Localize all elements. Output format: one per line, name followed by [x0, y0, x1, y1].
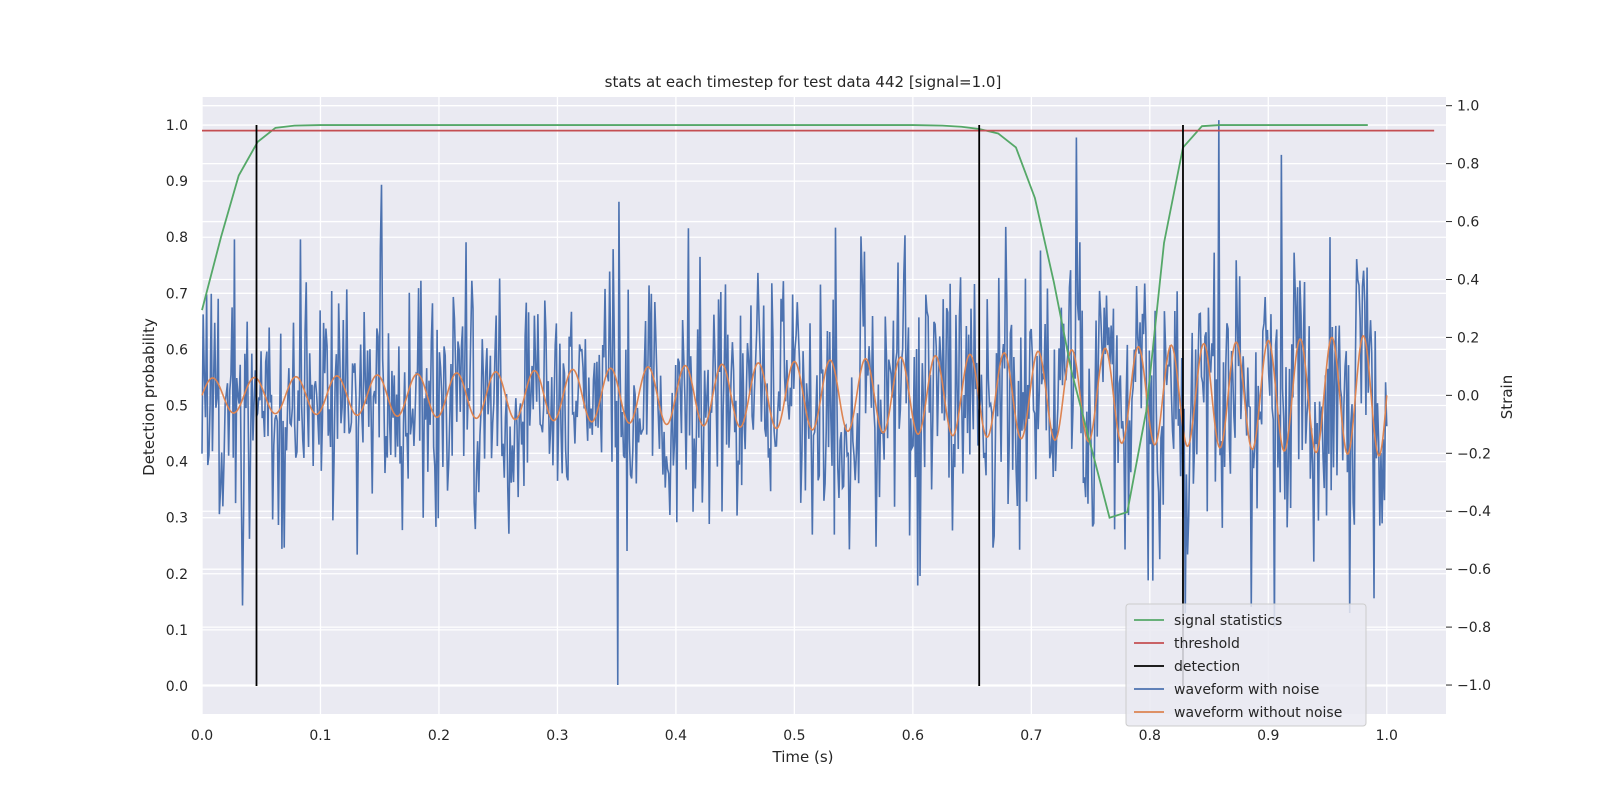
y2-tick-label: 0.2 [1457, 330, 1479, 346]
y-tick-label: 0.2 [166, 567, 188, 583]
legend-label: waveform without noise [1174, 705, 1342, 721]
y-tick-label: 0.4 [166, 455, 188, 471]
x-axis: 0.0 0.1 0.2 0.3 0.4 0.5 0.6 0.7 0.8 0.9 1.0 [191, 728, 1398, 744]
x-tick-label: 1.0 [1376, 728, 1398, 744]
y2-axis-label: Strain [1498, 375, 1516, 419]
y2-tick-label: 0.4 [1457, 272, 1479, 288]
y2-tick-label: −1.0 [1457, 678, 1491, 694]
y2-tick-label: 0.8 [1457, 157, 1479, 173]
x-tick-label: 0.8 [1139, 728, 1161, 744]
legend-label: detection [1174, 659, 1240, 675]
legend-box [1125, 603, 1367, 727]
legend-label: threshold [1174, 636, 1240, 652]
x-tick-label: 0.7 [1020, 728, 1042, 744]
series-layer [201, 120, 1435, 686]
y2-tick-label: 1.0 [1457, 99, 1479, 115]
y-axis-right: −1.0 −0.8 −0.6 −0.4 −0.2 0.0 0.2 0.4 0.6 0.8 1.0 [1446, 99, 1491, 694]
x-tick-label: 0.2 [428, 728, 450, 744]
y2-tick-label: 0.0 [1457, 388, 1479, 404]
chart-title: stats at each timestep for test data 442… [605, 73, 1002, 91]
y2-tick-label: −0.8 [1457, 620, 1491, 636]
y-tick-label: 0.1 [166, 623, 188, 639]
y-tick-label: 0.0 [166, 679, 188, 695]
legend-label: waveform with noise [1174, 682, 1319, 698]
x-tick-label: 0.5 [783, 728, 805, 744]
y2-tick-label: −0.4 [1457, 504, 1491, 520]
x-tick-label: 0.6 [902, 728, 924, 744]
y2-tick-label: −0.2 [1457, 446, 1491, 462]
y2-tick-label: 0.6 [1457, 215, 1479, 231]
y-tick-label: 1.0 [166, 118, 188, 134]
x-tick-label: 0.9 [1257, 728, 1279, 744]
y-tick-label: 0.7 [166, 286, 188, 302]
y-tick-label: 0.8 [166, 230, 188, 246]
y-tick-label: 0.5 [166, 399, 188, 415]
x-axis-label: Time (s) [772, 748, 834, 766]
x-tick-label: 0.0 [191, 728, 213, 744]
y2-tick-label: −0.6 [1457, 562, 1491, 578]
x-tick-label: 0.4 [665, 728, 687, 744]
y-axis-label: Detection probability [140, 318, 158, 476]
y-tick-label: 0.6 [166, 342, 188, 358]
waveform-with-noise-line [201, 120, 1388, 686]
x-tick-label: 0.1 [309, 728, 331, 744]
y-tick-label: 0.3 [166, 511, 188, 527]
y-axis-left: 0.0 0.1 0.2 0.3 0.4 0.5 0.6 0.7 0.8 0.9 1.0 [166, 118, 188, 695]
signal-statistics-line [201, 124, 1368, 519]
y-tick-label: 0.9 [166, 174, 188, 190]
x-tick-label: 0.3 [546, 728, 568, 744]
legend: signal statistics threshold detection wavef… [1125, 603, 1367, 727]
legend-label: signal statistics [1174, 613, 1282, 629]
waveform-without-noise-line [201, 334, 1388, 457]
